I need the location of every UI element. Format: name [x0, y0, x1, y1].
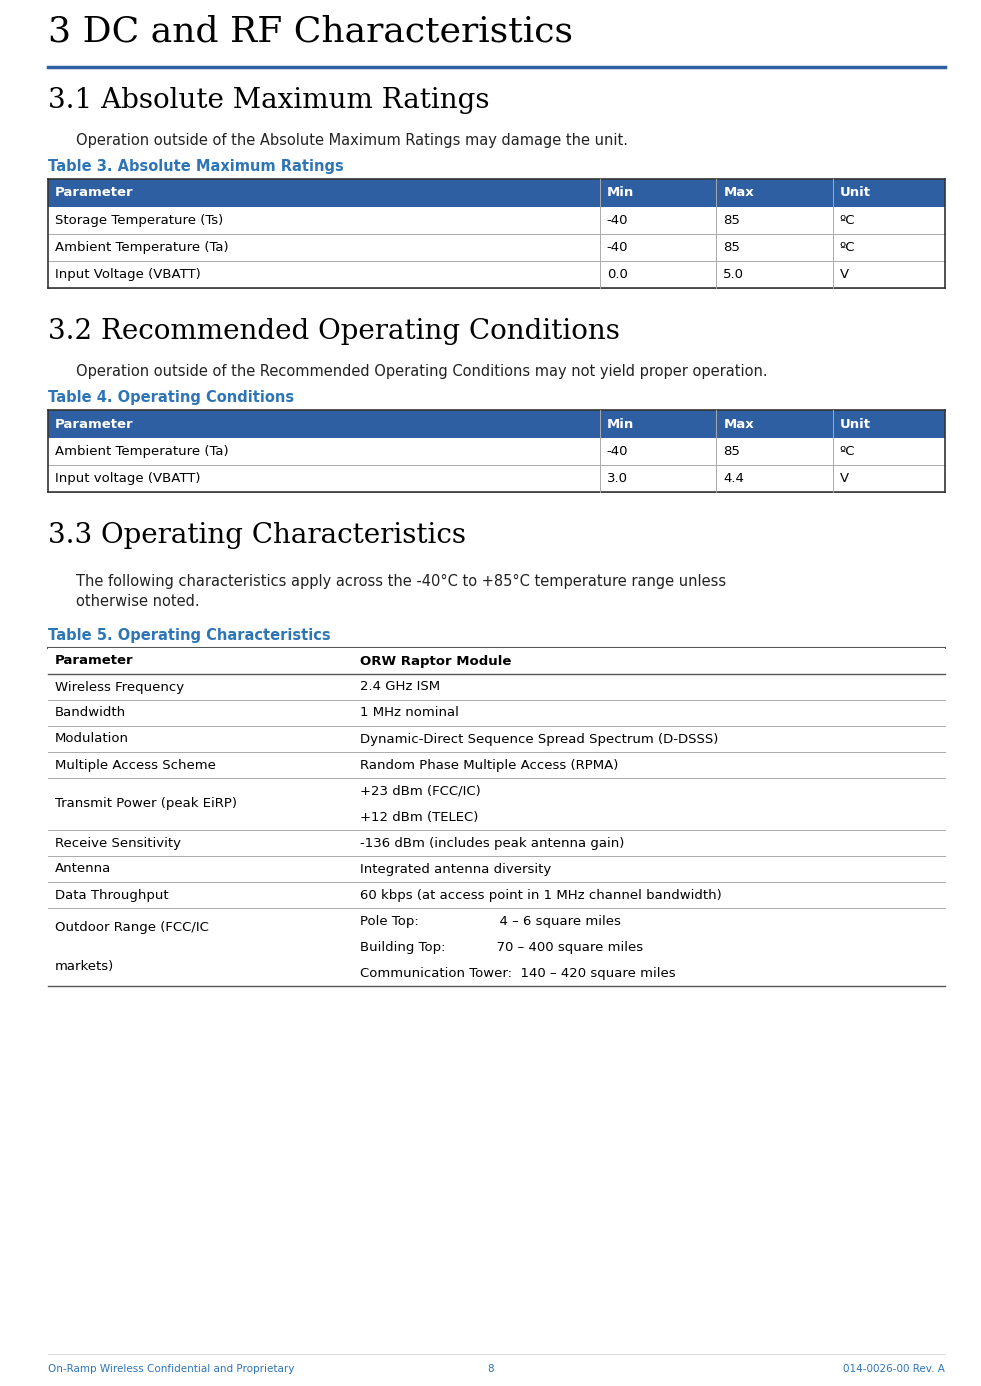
Bar: [48, 207, 945, 234]
Text: 0.0: 0.0: [606, 267, 628, 281]
Text: 85: 85: [723, 213, 740, 227]
Text: 3.1 Absolute Maximum Ratings: 3.1 Absolute Maximum Ratings: [48, 87, 490, 114]
Text: markets): markets): [55, 960, 114, 973]
Text: Table 3. Absolute Maximum Ratings: Table 3. Absolute Maximum Ratings: [48, 159, 343, 175]
Text: Unit: Unit: [840, 187, 871, 200]
Bar: [48, 674, 945, 700]
Bar: [48, 830, 945, 857]
Text: Pole Top:                   4 – 6 square miles: Pole Top: 4 – 6 square miles: [360, 915, 621, 927]
Text: Bandwidth: Bandwidth: [55, 707, 127, 719]
Text: Operation outside of the Absolute Maximum Ratings may damage the unit.: Operation outside of the Absolute Maximu…: [76, 133, 628, 148]
Text: Ambient Temperature (Ta): Ambient Temperature (Ta): [55, 241, 229, 254]
Text: 3 DC and RF Characteristics: 3 DC and RF Characteristics: [48, 15, 573, 49]
Text: ºC: ºC: [840, 241, 855, 254]
Text: Max: Max: [723, 417, 754, 431]
Text: ORW Raptor Module: ORW Raptor Module: [360, 654, 511, 668]
Text: V: V: [840, 473, 849, 485]
Text: Input voltage (VBATT): Input voltage (VBATT): [55, 473, 200, 485]
Text: ºC: ºC: [840, 445, 855, 457]
Text: V: V: [840, 267, 849, 281]
Text: Wireless Frequency: Wireless Frequency: [55, 681, 184, 693]
Bar: [48, 778, 945, 830]
Text: 5.0: 5.0: [723, 267, 745, 281]
Text: The following characteristics apply across the -40°C to +85°C temperature range : The following characteristics apply acro…: [76, 574, 726, 589]
Text: Multiple Access Scheme: Multiple Access Scheme: [55, 758, 216, 772]
Text: Table 4. Operating Conditions: Table 4. Operating Conditions: [48, 389, 294, 405]
Text: Ambient Temperature (Ta): Ambient Temperature (Ta): [55, 445, 229, 457]
Text: 3.2 Recommended Operating Conditions: 3.2 Recommended Operating Conditions: [48, 317, 620, 345]
Text: Parameter: Parameter: [55, 187, 133, 200]
Text: Storage Temperature (Ts): Storage Temperature (Ts): [55, 213, 224, 227]
Text: Input Voltage (VBATT): Input Voltage (VBATT): [55, 267, 201, 281]
Text: 2.4 GHz ISM: 2.4 GHz ISM: [360, 681, 440, 693]
Bar: [48, 753, 945, 778]
Text: 4.4: 4.4: [723, 473, 745, 485]
Text: 3.0: 3.0: [606, 473, 628, 485]
Text: Communication Tower:  140 – 420 square miles: Communication Tower: 140 – 420 square mi…: [360, 966, 676, 980]
Text: Data Throughput: Data Throughput: [55, 888, 169, 901]
Bar: [48, 438, 945, 464]
Text: Modulation: Modulation: [55, 732, 129, 746]
Text: Parameter: Parameter: [55, 417, 133, 431]
Text: 1 MHz nominal: 1 MHz nominal: [360, 707, 459, 719]
Bar: [48, 908, 945, 985]
Text: ºC: ºC: [840, 213, 855, 227]
Text: Transmit Power (peak EiRP): Transmit Power (peak EiRP): [55, 797, 237, 811]
Text: +12 dBm (TELEC): +12 dBm (TELEC): [360, 811, 479, 823]
Text: 85: 85: [723, 241, 740, 254]
Text: Table 5. Operating Characteristics: Table 5. Operating Characteristics: [48, 628, 331, 643]
Text: -136 dBm (includes peak antenna gain): -136 dBm (includes peak antenna gain): [360, 837, 624, 850]
Text: 85: 85: [723, 445, 740, 457]
Text: Unit: Unit: [840, 417, 871, 431]
Text: Random Phase Multiple Access (RPMA): Random Phase Multiple Access (RPMA): [360, 758, 618, 772]
Text: -40: -40: [606, 445, 628, 457]
Bar: [48, 234, 945, 261]
Text: -40: -40: [606, 213, 628, 227]
Bar: [48, 881, 945, 908]
Bar: [48, 700, 945, 726]
Bar: [48, 649, 945, 674]
Text: otherwise noted.: otherwise noted.: [76, 595, 199, 608]
Bar: [48, 261, 945, 288]
Text: Parameter: Parameter: [55, 654, 133, 668]
Text: Operation outside of the Recommended Operating Conditions may not yield proper o: Operation outside of the Recommended Ope…: [76, 365, 767, 378]
Text: Integrated antenna diversity: Integrated antenna diversity: [360, 862, 551, 876]
Text: 014-0026-00 Rev. A: 014-0026-00 Rev. A: [843, 1364, 945, 1374]
Text: +23 dBm (FCC/IC): +23 dBm (FCC/IC): [360, 784, 481, 797]
Text: Antenna: Antenna: [55, 862, 111, 876]
Text: 60 kbps (at access point in 1 MHz channel bandwidth): 60 kbps (at access point in 1 MHz channe…: [360, 888, 722, 901]
Text: On-Ramp Wireless Confidential and Proprietary: On-Ramp Wireless Confidential and Propri…: [48, 1364, 294, 1374]
Bar: [48, 726, 945, 753]
Bar: [48, 410, 945, 438]
Text: Dynamic-Direct Sequence Spread Spectrum (D-DSSS): Dynamic-Direct Sequence Spread Spectrum …: [360, 732, 718, 746]
Text: -40: -40: [606, 241, 628, 254]
Text: Min: Min: [606, 417, 634, 431]
Text: 8: 8: [488, 1364, 493, 1374]
Text: Max: Max: [723, 187, 754, 200]
Bar: [48, 857, 945, 881]
Text: Min: Min: [606, 187, 634, 200]
Bar: [48, 179, 945, 207]
Text: Building Top:            70 – 400 square miles: Building Top: 70 – 400 square miles: [360, 941, 644, 954]
Text: 3.3 Operating Characteristics: 3.3 Operating Characteristics: [48, 523, 466, 549]
Text: Receive Sensitivity: Receive Sensitivity: [55, 837, 181, 850]
Bar: [48, 464, 945, 492]
Text: Outdoor Range (FCC/IC: Outdoor Range (FCC/IC: [55, 922, 209, 934]
